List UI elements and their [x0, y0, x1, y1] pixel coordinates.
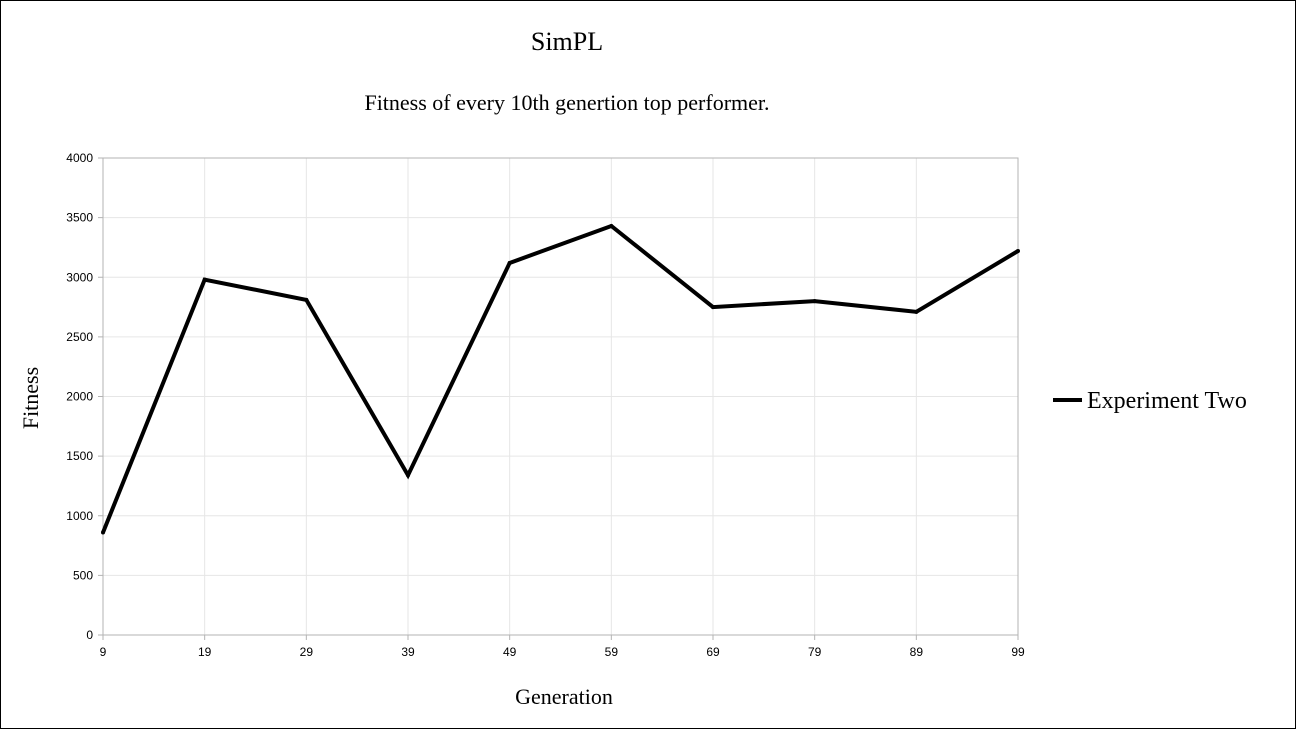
series-line — [101, 223, 1020, 534]
data-point — [812, 299, 817, 304]
y-tick-label: 500 — [73, 568, 93, 582]
series-layer — [101, 223, 1020, 535]
x-tick-label: 49 — [503, 645, 517, 659]
data-point — [202, 277, 207, 282]
data-point — [711, 305, 715, 310]
y-tick-label: 1500 — [66, 449, 93, 463]
y-tick-label: 3500 — [66, 211, 93, 225]
y-tick-label: 4000 — [66, 151, 93, 165]
legend-label: Experiment Two — [1087, 388, 1247, 414]
data-point — [304, 297, 309, 302]
chart-title: SimPL — [531, 27, 603, 56]
x-tick-label: 9 — [100, 645, 107, 659]
x-tick-labels: 9 19 29 39 49 59 69 79 89 99 — [100, 645, 1025, 659]
data-point — [1016, 249, 1020, 254]
data-point — [507, 260, 512, 265]
chart-subtitle: Fitness of every 10th genertion top perf… — [364, 90, 769, 115]
data-point — [101, 530, 105, 535]
data-point — [406, 473, 410, 478]
y-tick-label: 1000 — [66, 509, 93, 523]
y-axis-label: Fitness — [18, 367, 43, 429]
y-tick-label: 2000 — [66, 390, 93, 404]
x-tick-label: 89 — [910, 645, 924, 659]
x-tick-label: 99 — [1011, 645, 1025, 659]
x-axis-label: Generation — [515, 684, 613, 709]
x-tick-label: 69 — [706, 645, 720, 659]
x-tick-label: 39 — [401, 645, 415, 659]
x-tick-label: 29 — [300, 645, 314, 659]
axes — [98, 157, 1019, 640]
grid-lines — [103, 157, 1018, 635]
data-point — [609, 223, 614, 228]
plot-area-border — [102, 157, 1019, 636]
x-tick-label: 79 — [808, 645, 822, 659]
y-tick-labels: 0 500 1000 1500 2000 2500 3000 3500 4000 — [66, 151, 93, 642]
x-tick-label: 19 — [198, 645, 212, 659]
x-tick-label: 59 — [605, 645, 619, 659]
data-point — [914, 309, 919, 314]
y-tick-label: 2500 — [66, 330, 93, 344]
y-tick-label: 3000 — [66, 270, 93, 284]
y-tick-label: 0 — [86, 628, 93, 642]
legend: Experiment Two — [1053, 388, 1247, 414]
